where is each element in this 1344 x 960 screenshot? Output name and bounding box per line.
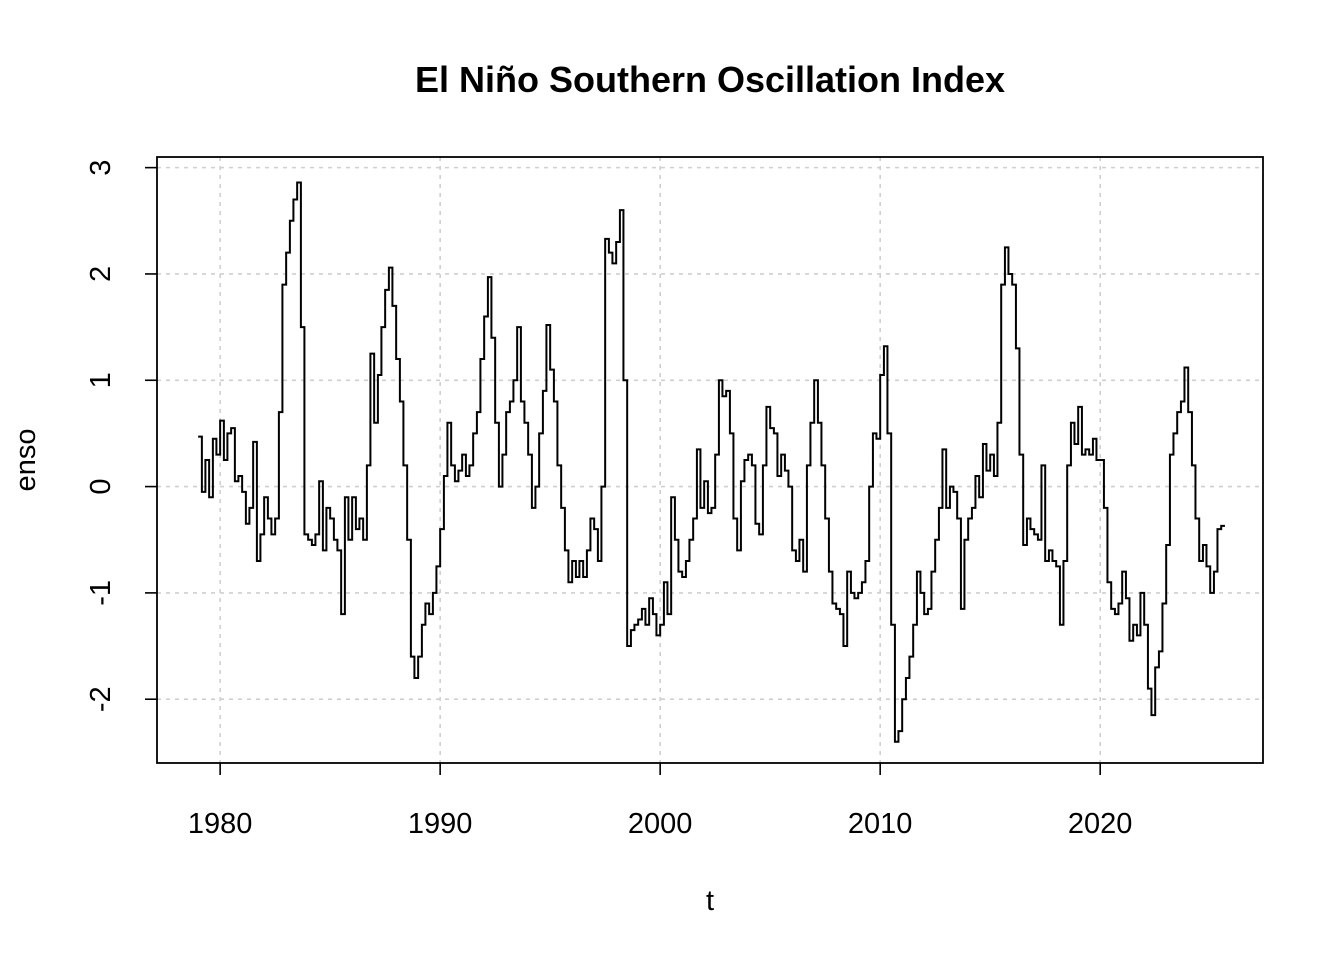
x-tick-label: 2020	[1068, 808, 1133, 840]
chart-title: El Niño Southern Oscillation Index	[415, 59, 1005, 100]
x-tick-label: 2000	[628, 808, 693, 840]
series-layer	[198, 181, 1225, 743]
y-tick-label: 0	[85, 479, 117, 495]
y-axis: -2 -1 0 1 2 3	[85, 160, 157, 712]
x-axis-label: t	[706, 885, 714, 917]
x-tick-label: 2010	[848, 808, 913, 840]
y-tick-label: 3	[85, 160, 117, 176]
x-tick-label: 1980	[188, 808, 253, 840]
y-axis-label: enso	[10, 429, 42, 492]
plot-frame	[156, 156, 1264, 764]
y-tick-label: -1	[85, 580, 117, 606]
grid-lines	[157, 157, 1263, 763]
x-axis: 1980 1990 2000 2010 2020	[188, 763, 1133, 840]
y-tick-label: 2	[85, 266, 117, 282]
x-tick-label: 1990	[408, 808, 473, 840]
y-tick-label: -2	[85, 686, 117, 712]
series-line-0	[198, 181, 1225, 743]
y-tick-label: 1	[85, 372, 117, 388]
